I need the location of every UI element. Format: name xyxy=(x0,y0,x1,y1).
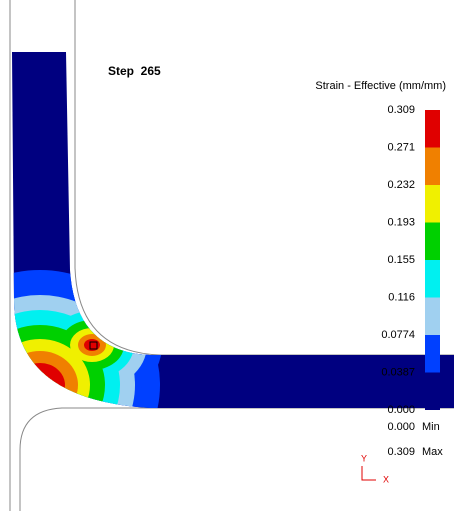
step-label: Step 265 xyxy=(108,64,161,78)
legend-swatch xyxy=(425,373,440,411)
min-value: 0.000 xyxy=(387,421,415,433)
min-label: Min xyxy=(422,421,440,433)
legend-level: 0.000 xyxy=(387,404,415,416)
legend-swatch xyxy=(425,110,440,148)
legend-level: 0.309 xyxy=(387,104,415,116)
legend-swatch xyxy=(425,260,440,298)
legend-swatch xyxy=(425,223,440,261)
legend: 0.309 0.271 0.232 0.193 0.155 0.116 0.0774 0.03… xyxy=(381,104,440,416)
legend-level: 0.232 xyxy=(387,179,415,191)
legend-swatch xyxy=(425,298,440,336)
legend-level: 0.193 xyxy=(387,216,415,228)
max-label: Max xyxy=(422,446,443,458)
legend-swatch xyxy=(425,148,440,186)
legend-level: 0.0774 xyxy=(381,329,415,341)
max-value: 0.309 xyxy=(387,446,415,458)
legend-level: 0.0387 xyxy=(381,366,415,378)
legend-title: Strain - Effective (mm/mm) xyxy=(315,80,446,92)
legend-level: 0.271 xyxy=(387,141,415,153)
legend-level: 0.116 xyxy=(388,291,415,303)
legend-level: 0.155 xyxy=(387,254,415,266)
axis-x-label: X xyxy=(383,474,389,484)
simulation-view: Step 265 Strain - Effective (mm/mm) 0.30… xyxy=(0,0,454,511)
legend-swatch xyxy=(425,185,440,223)
legend-swatch xyxy=(425,335,440,373)
axis-y-label: Y xyxy=(361,453,367,463)
